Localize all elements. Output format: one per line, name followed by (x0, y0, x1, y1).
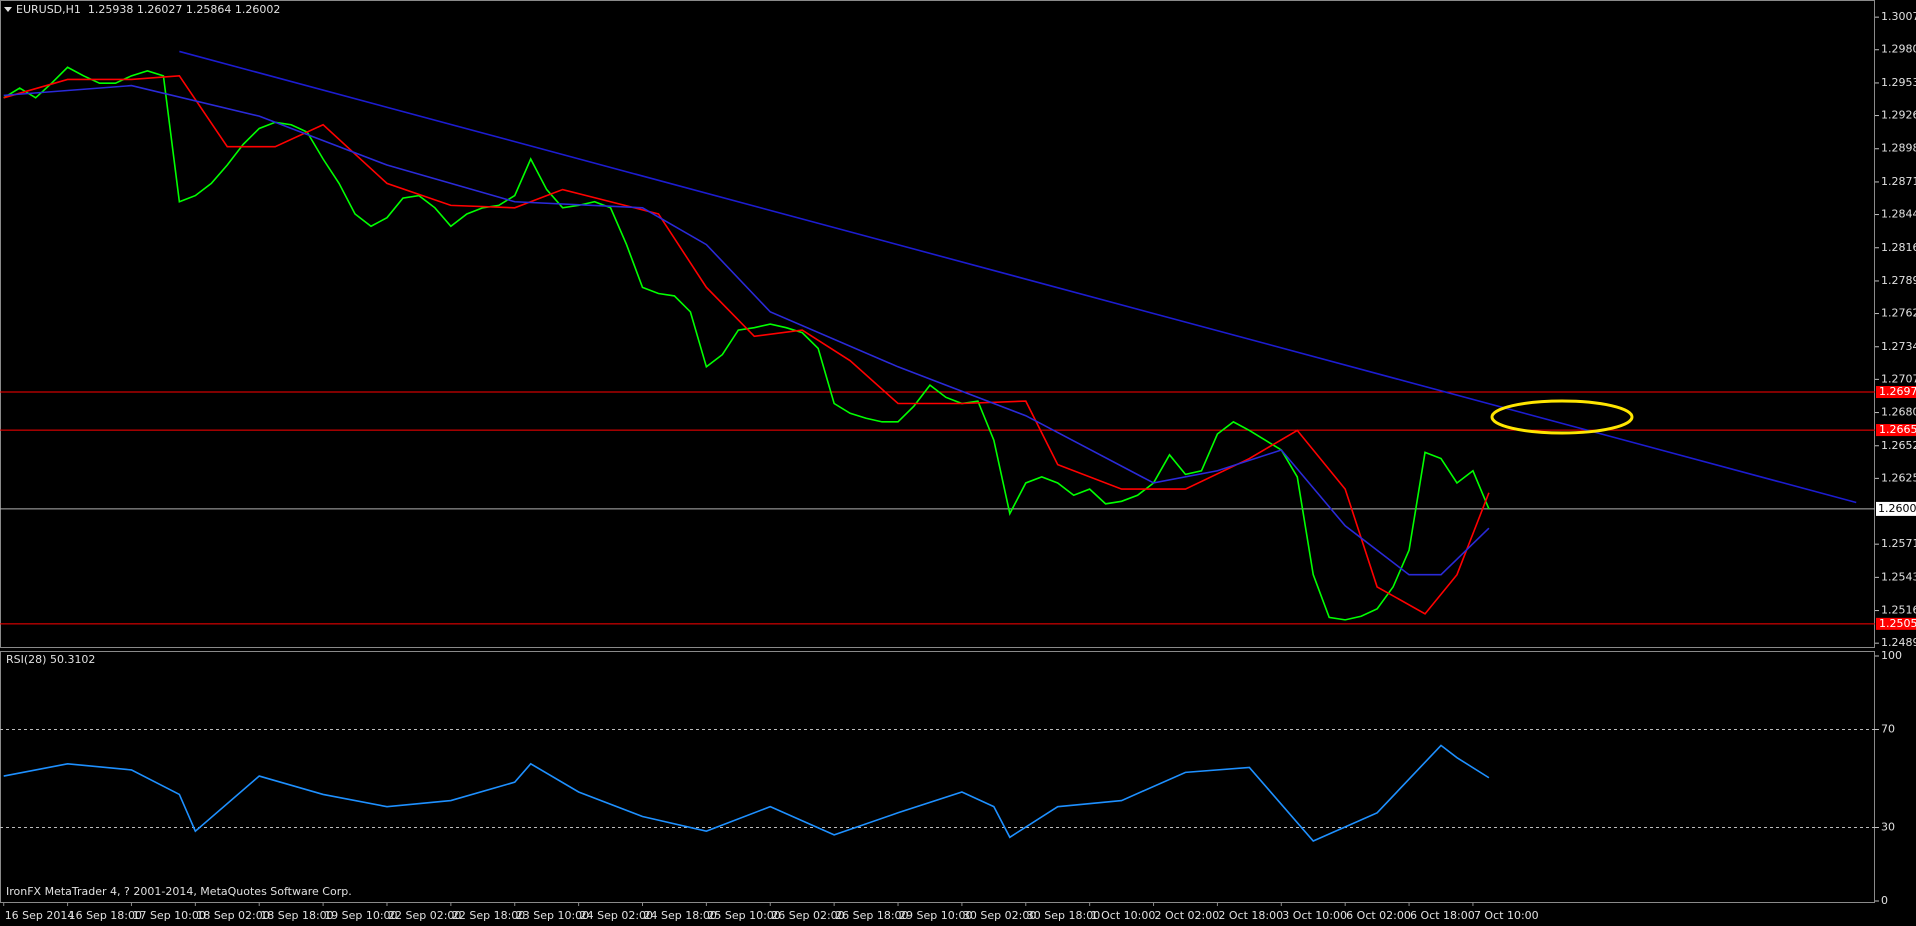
footer: IronFX MetaTrader 4, ? 2001-2014, MetaQu… (6, 885, 352, 898)
main-panel-frame (0, 0, 1875, 648)
y-tick-label: 1.26525 (1881, 439, 1916, 452)
x-tick-label: 16 Sep 2014 (5, 909, 75, 922)
x-tick-label: 7 Oct 10:00 (1474, 909, 1539, 922)
y-tick-label: 1.30075 (1881, 10, 1916, 23)
y-tick-label: 1.29260 (1881, 109, 1916, 122)
y-tick-label: 1.29805 (1881, 43, 1916, 56)
x-tick-label: 1 Oct 10:00 (1091, 909, 1156, 922)
y-tick-label: 1.28985 (1881, 142, 1916, 155)
level-label: 1.26655 (1879, 423, 1916, 436)
current-price-label: 1.26002 (1878, 502, 1916, 515)
y-tick-label: 1.28440 (1881, 208, 1916, 221)
x-tick-label: 6 Oct 18:00 (1410, 909, 1475, 922)
x-tick-label: 17 Sep 10:00 (132, 909, 205, 922)
y-tick-label: 1.27620 (1881, 307, 1916, 320)
x-tick-label: 18 Sep 18:00 (260, 909, 333, 922)
level-label: 1.25050 (1879, 617, 1916, 630)
trend-line (179, 50, 1857, 504)
x-tick-label: 29 Sep 10:00 (899, 909, 972, 922)
x-tick-label: 22 Sep 18:00 (452, 909, 525, 922)
y-tick-label: 100 (1881, 649, 1902, 662)
x-tick-label: 22 Sep 02:00 (388, 909, 461, 922)
y-tick-label: 0 (1881, 894, 1888, 907)
menu-triangle (4, 7, 12, 12)
level-label-bg (1876, 424, 1916, 437)
y-tick-label: 1.27890 (1881, 274, 1916, 287)
y-tick-label: 1.26800 (1881, 406, 1916, 419)
y-tick-label: 1.28710 (1881, 175, 1916, 188)
y-tick-label: 1.26255 (1881, 471, 1916, 484)
series-line (3, 74, 1490, 615)
rsi-panel-frame (0, 651, 1875, 903)
rsi-title: RSI(28) 50.3102 (6, 653, 95, 666)
level-label: 1.26970 (1879, 385, 1916, 398)
y-tick-label: 30 (1881, 821, 1895, 834)
current-price-bg (1876, 501, 1916, 516)
y-tick-label: 1.28165 (1881, 241, 1916, 254)
x-tick-label: 18 Sep 02:00 (196, 909, 269, 922)
y-tick-label: 70 (1881, 723, 1895, 736)
chart-title: EURUSD,H1 1.25938 1.26027 1.25864 1.2600… (16, 3, 280, 16)
y-tick-label: 1.25435 (1881, 570, 1916, 583)
x-tick-label: 24 Sep 02:00 (580, 909, 653, 922)
x-tick-label: 30 Sep 18:00 (1027, 909, 1100, 922)
x-tick-label: 25 Sep 10:00 (707, 909, 780, 922)
x-tick-label: 2 Oct 18:00 (1218, 909, 1283, 922)
x-tick-label: 26 Sep 18:00 (835, 909, 908, 922)
y-tick-label: 1.25710 (1881, 537, 1916, 550)
y-tick-label: 1.27345 (1881, 340, 1916, 353)
series-line (3, 744, 1490, 842)
x-tick-label: 30 Sep 02:00 (963, 909, 1036, 922)
y-tick-label: 1.25160 (1881, 604, 1916, 617)
x-tick-label: 2 Oct 02:00 (1155, 909, 1220, 922)
x-tick-label: 26 Sep 02:00 (771, 909, 844, 922)
x-tick-label: 3 Oct 10:00 (1282, 909, 1347, 922)
y-tick-label: 1.24890 (1881, 636, 1916, 649)
x-tick-label: 23 Sep 10:00 (516, 909, 589, 922)
level-label-bg (1876, 617, 1916, 630)
x-tick-label: 16 Sep 18:00 (69, 909, 142, 922)
y-tick-label: 1.27075 (1881, 372, 1916, 385)
x-tick-label: 24 Sep 18:00 (644, 909, 717, 922)
x-tick-label: 6 Oct 02:00 (1346, 909, 1411, 922)
y-tick-label: 1.29530 (1881, 76, 1916, 89)
series-line (3, 84, 1490, 576)
highlight-ellipse (1490, 399, 1634, 435)
level-label-bg (1876, 386, 1916, 399)
x-tick-label: 19 Sep 10:00 (324, 909, 397, 922)
